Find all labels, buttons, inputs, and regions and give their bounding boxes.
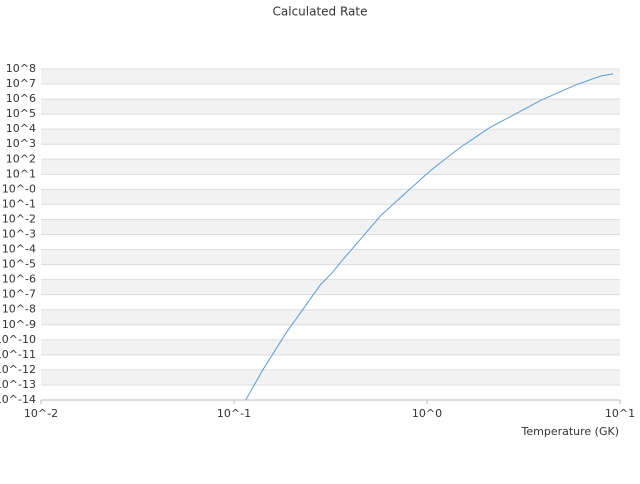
chart-title: Calculated Rate [273,5,368,19]
y-tick-label: 10^-12 [0,363,36,376]
y-tick-label: 10^2 [6,152,36,165]
grid-band [41,144,620,160]
grid-band [41,204,620,220]
x-tick-label: 10^-2 [24,407,58,420]
plot-background [41,68,620,401]
grid-band [41,99,620,115]
grid-band [41,189,620,205]
y-tick-label: 10^-13 [0,378,36,391]
grid-band [41,84,620,100]
y-tick-label: 10^8 [6,62,36,75]
grid-band [41,114,620,130]
grid-band [41,129,620,145]
y-tick-label: 10^-14 [0,393,36,406]
y-tick-label: 10^3 [6,137,36,150]
y-tick-label: 10^-11 [0,348,36,361]
y-tick-label: 10^-7 [2,288,36,301]
grid-band [41,219,620,235]
y-tick-label: 10^1 [6,167,36,180]
y-tick-label: 10^-8 [2,303,36,316]
grid-band [41,309,620,325]
x-tick-label: 10^-1 [217,407,251,420]
grid-band [41,339,620,355]
grid-band [41,294,620,310]
x-tick-label: 10^1 [605,407,635,420]
grid-band [41,384,620,400]
grid-band [41,174,620,190]
y-tick-label: 10^-4 [2,243,36,256]
x-tick-label: 10^0 [412,407,442,420]
grid-band [41,354,620,370]
x-axis-label: Temperature (GK) [521,425,620,438]
grid-band [41,369,620,385]
grid-band [41,264,620,280]
grid-band [41,159,620,175]
y-tick-label: 10^-9 [2,318,36,331]
grid-band [41,234,620,250]
y-tick-label: 10^5 [6,107,36,120]
y-tick-label: 10^-0 [2,182,36,195]
grid-band [41,69,620,85]
y-tick-label: 10^-1 [2,197,36,210]
y-tick-label: 10^4 [6,122,36,135]
y-tick-label: 10^-10 [0,333,36,346]
grid-band [41,279,620,295]
y-tick-label: 10^-2 [2,212,36,225]
data-line [245,73,614,401]
grid-band [41,324,620,340]
y-tick-label: 10^-5 [2,258,36,271]
y-tick-label: 10^-3 [2,228,36,241]
grid-band [41,249,620,265]
y-tick-label: 10^6 [6,92,36,105]
y-tick-label: 10^7 [6,77,36,90]
y-tick-label: 10^-6 [2,273,36,286]
